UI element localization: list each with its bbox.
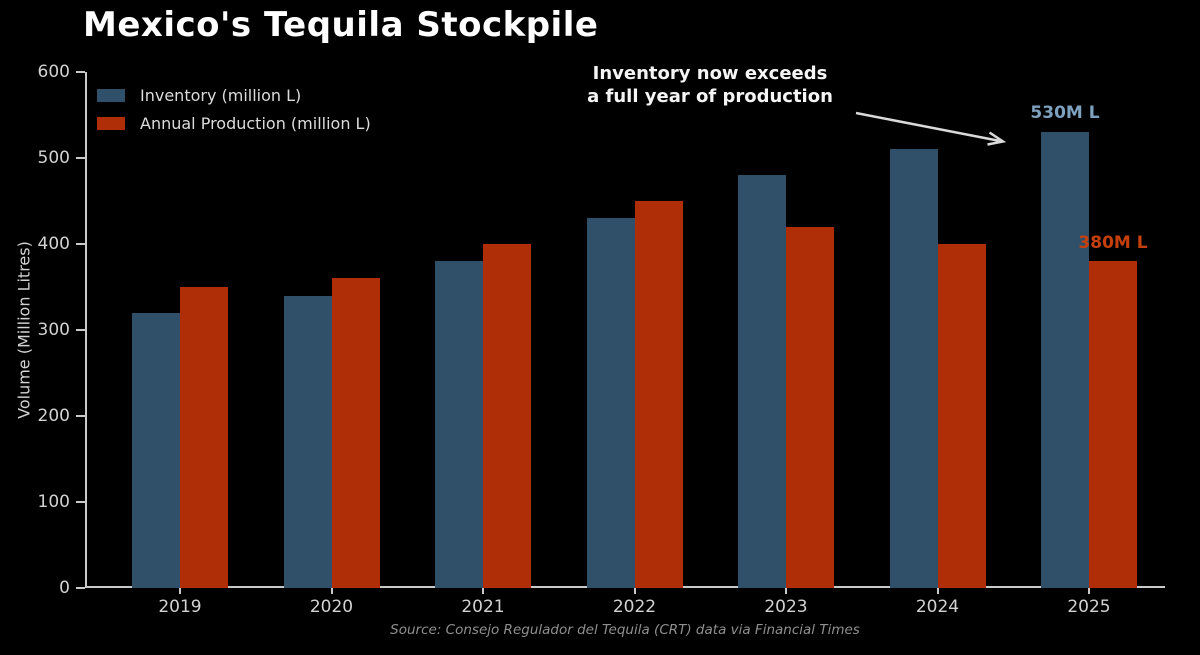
annotation-text: Inventory now exceeds a full year of pro… <box>520 62 900 108</box>
annotation-line-2: a full year of production <box>587 86 833 107</box>
y-tick-label-300: 300 <box>37 320 70 340</box>
legend-label-inventory: Inventory (million L) <box>140 86 302 105</box>
x-tick-mark-2019 <box>179 588 181 594</box>
x-tick-label-2023: 2023 <box>764 597 808 617</box>
bar-production-2019 <box>180 287 228 588</box>
bar-production-2020 <box>331 278 380 588</box>
chart-title: Mexico's Tequila Stockpile <box>83 5 599 45</box>
y-tick-mark-100 <box>76 501 85 503</box>
x-tick-label-2024: 2024 <box>915 597 960 617</box>
bar-production-2024 <box>937 244 986 588</box>
y-tick-mark-400 <box>76 243 85 245</box>
bar-production-2021 <box>483 244 531 588</box>
y-tick-label-200: 200 <box>37 406 70 426</box>
legend: Inventory (million L) Annual Production … <box>97 86 371 142</box>
x-tick-label-2019: 2019 <box>158 597 202 617</box>
value-label-production-2025: 380M L <box>1078 233 1148 253</box>
legend-swatch-inventory <box>97 89 125 102</box>
bar-production-2022 <box>634 201 683 588</box>
x-tick-mark-2022 <box>633 588 636 594</box>
bar-inventory-2024 <box>889 149 938 588</box>
x-tick-mark-2024 <box>936 588 939 594</box>
bar-inventory-2020 <box>283 295 332 588</box>
bar-inventory-2021 <box>435 261 483 588</box>
x-tick-mark-2020 <box>330 588 333 594</box>
legend-swatch-production <box>97 117 125 130</box>
x-tick-mark-2025 <box>1088 588 1090 594</box>
y-tick-mark-0 <box>76 587 85 589</box>
legend-item-inventory: Inventory (million L) <box>97 86 371 105</box>
y-tick-label-400: 400 <box>37 234 70 254</box>
x-tick-label-2022: 2022 <box>612 597 657 617</box>
x-tick-mark-2023 <box>785 588 787 594</box>
y-tick-label-0: 0 <box>59 578 70 598</box>
y-tick-mark-200 <box>76 415 85 417</box>
y-tick-mark-600 <box>76 71 85 73</box>
y-tick-mark-300 <box>76 329 85 331</box>
legend-item-production: Annual Production (million L) <box>97 114 371 133</box>
source-caption: Source: Consejo Regulador del Tequila (C… <box>390 622 860 638</box>
x-tick-label-2025: 2025 <box>1067 597 1111 617</box>
legend-label-production: Annual Production (million L) <box>140 114 371 133</box>
x-tick-mark-2021 <box>482 588 484 594</box>
bar-inventory-2022 <box>586 218 635 588</box>
y-tick-label-600: 600 <box>37 62 70 82</box>
y-tick-label-100: 100 <box>37 492 70 512</box>
value-label-inventory-2025: 530M L <box>1030 103 1100 123</box>
y-tick-label-500: 500 <box>37 148 70 168</box>
annotation-line-1: Inventory now exceeds <box>592 63 828 84</box>
x-tick-label-2020: 2020 <box>309 597 354 617</box>
bar-production-2023 <box>786 226 834 588</box>
bar-inventory-2019 <box>132 312 180 588</box>
bar-production-2025 <box>1089 261 1137 588</box>
x-tick-label-2021: 2021 <box>461 597 505 617</box>
bar-inventory-2023 <box>738 175 786 588</box>
bar-inventory-2025 <box>1041 132 1089 588</box>
y-tick-mark-500 <box>76 157 85 159</box>
